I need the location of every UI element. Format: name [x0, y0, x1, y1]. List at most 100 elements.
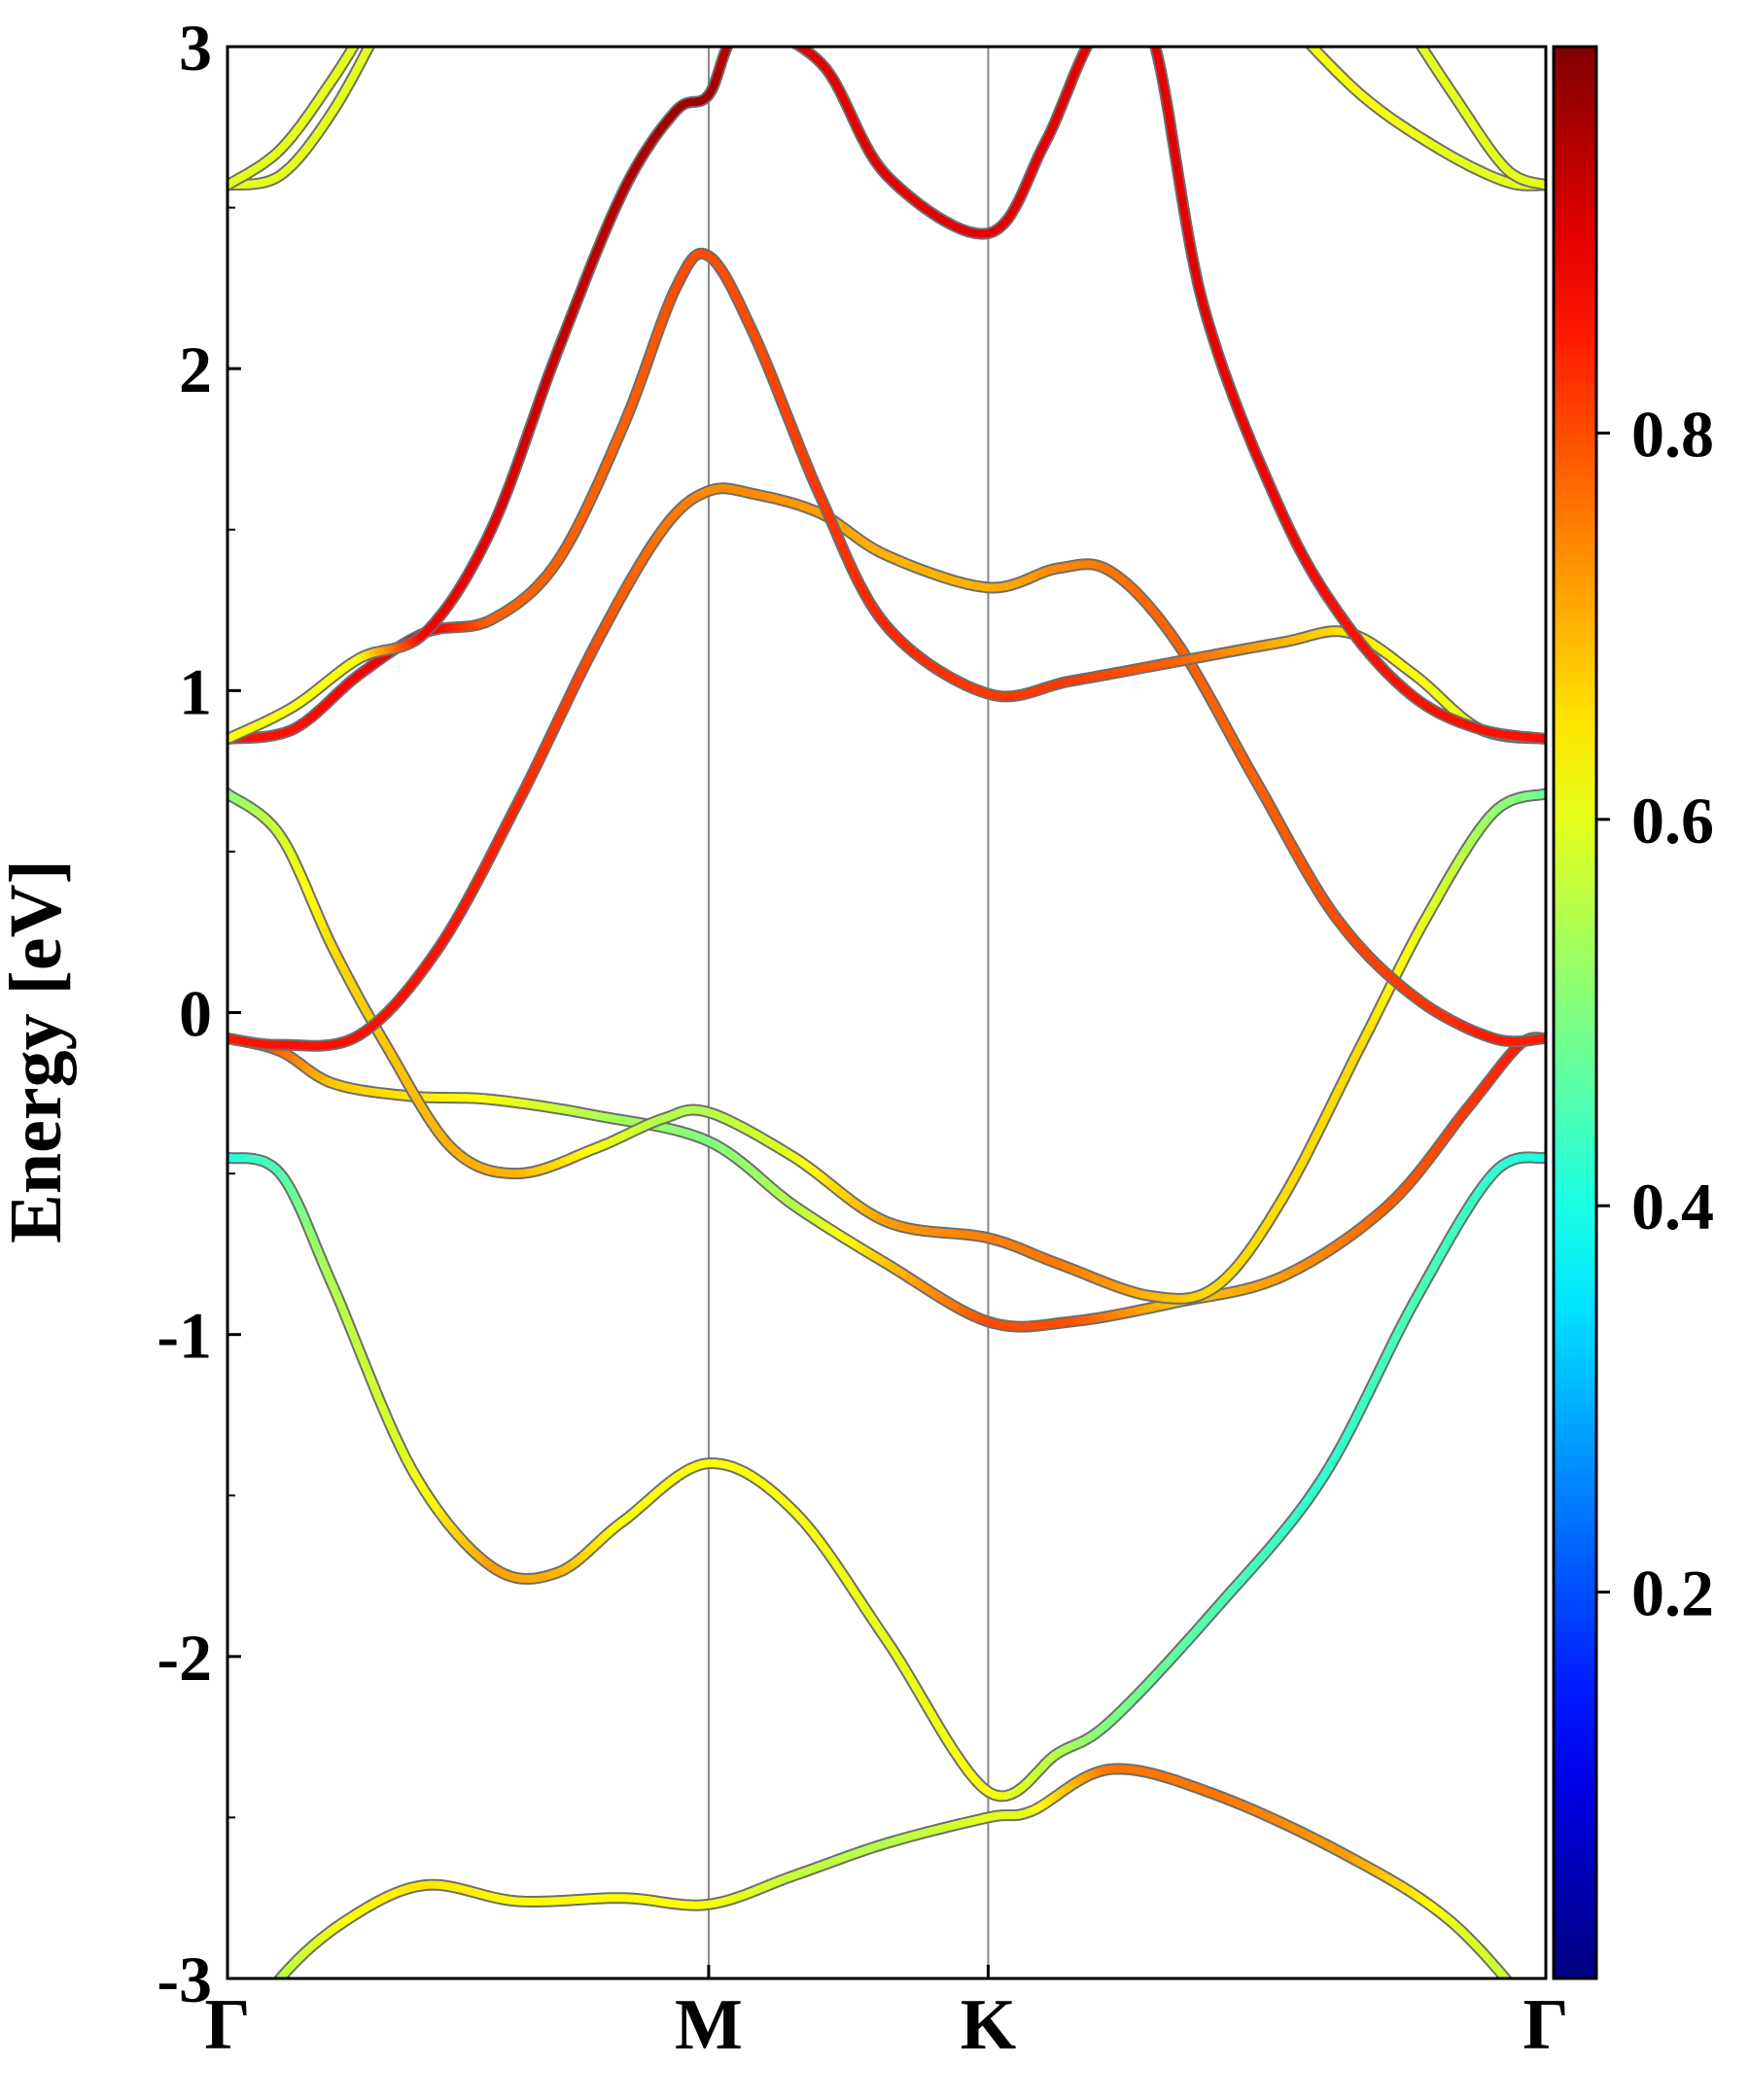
band-9-segment	[367, 20, 368, 24]
band-8-segment	[368, 47, 373, 48]
band-9-segment	[362, 28, 365, 33]
band-7-segment	[1139, 11, 1143, 16]
y-tick-label: 3	[179, 11, 212, 85]
plot-frame	[226, 45, 1548, 1980]
band-11	[1401, 15, 1546, 192]
band-7-segment	[1105, 18, 1109, 22]
band-7-segment	[726, 47, 731, 48]
band-3	[228, 1032, 1546, 1333]
band-9-segment	[371, 15, 373, 18]
y-tick-label: -1	[157, 1299, 212, 1373]
band-1-outline	[272, 1763, 1514, 1978]
band-1	[254, 1763, 1521, 2015]
band-4	[228, 788, 1546, 1305]
band-7-segment	[1098, 26, 1102, 30]
band-7-segment	[742, 30, 746, 31]
colorbar-gradient	[1552, 45, 1598, 1980]
band-6-outline	[228, 247, 1546, 745]
band-7-segment	[1094, 30, 1098, 35]
kpoint-label: Γ	[1522, 1985, 1568, 2065]
band-7-segment	[1120, 7, 1124, 9]
band-10-segment	[1299, 32, 1305, 38]
kpoint-label: Γ	[204, 1985, 250, 2065]
band-7-segment	[1143, 16, 1147, 22]
band-1-segment	[271, 1983, 276, 1989]
band-11-segment	[1401, 15, 1403, 18]
band-7	[228, 6, 1546, 745]
band-10-segment	[1289, 22, 1294, 27]
kpoint-label: K	[961, 1985, 1017, 2065]
band-1-segment	[254, 2009, 258, 2015]
colorbar-tick-label: 0.6	[1631, 784, 1714, 858]
colorbar-tick-label: 0.2	[1631, 1557, 1714, 1630]
band-9-segment	[356, 37, 359, 42]
colorbar-tick-label: 0.8	[1631, 397, 1714, 471]
band-8-outline	[228, 47, 376, 192]
y-tick-label: 2	[179, 332, 212, 406]
band-7-segment	[738, 30, 742, 32]
band-1-segment	[1502, 1976, 1511, 1978]
band-7-segment	[1136, 8, 1139, 11]
band-lines	[228, 6, 1546, 2015]
band-2-outline	[228, 1151, 1546, 1802]
band-7-segment	[735, 32, 739, 35]
band-7-segment	[1090, 35, 1094, 41]
y-tick-label: -2	[157, 1621, 212, 1695]
band-10-segment	[1282, 15, 1285, 18]
band-10-segment	[1307, 47, 1314, 49]
band-2	[228, 1151, 1546, 1802]
band-7-segment	[1124, 6, 1128, 7]
band-7-segment	[1109, 15, 1113, 18]
band-11-segment	[1417, 47, 1422, 48]
band-9-segment	[359, 32, 362, 37]
y-tick-label: -3	[157, 1942, 212, 2016]
band-7-segment	[786, 38, 791, 41]
band-1-segment	[1514, 1988, 1521, 1996]
colorbar-ticks: 0.2 0.4 0.6 0.8	[1596, 397, 1714, 1630]
band-7-segment	[779, 36, 785, 39]
band-11-segment	[1406, 21, 1409, 26]
y-axis-title: Energy [eV]	[0, 859, 77, 1243]
y-tick-label: 0	[179, 977, 212, 1051]
band-1-segment	[262, 1996, 267, 2003]
band-7-segment	[755, 30, 761, 31]
band-7-segment	[1113, 11, 1117, 15]
band-8	[228, 15, 386, 192]
band-8-segment	[381, 18, 384, 23]
band-7-segment	[773, 33, 779, 35]
band-7-segment	[792, 47, 802, 50]
band-9-segment	[365, 24, 368, 28]
band-8-segment	[374, 29, 378, 36]
band-9	[228, 15, 373, 192]
band-8-segment	[378, 23, 381, 29]
band-10-outline	[1304, 47, 1546, 192]
band-7-segment	[767, 32, 773, 34]
band-7-segment	[761, 30, 767, 31]
band-9-segment	[369, 18, 371, 20]
kpoint-label: M	[675, 1985, 743, 2065]
band-1-segment	[267, 1989, 272, 1995]
band-10	[1282, 15, 1546, 192]
y-axis-ticks: 3 2 1 0 -1 -2 -3	[157, 11, 241, 2016]
colorbar-tick-label: 0.4	[1631, 1170, 1714, 1243]
band-11-segment	[1403, 18, 1406, 21]
colorbar: 0.2 0.4 0.6 0.8	[1552, 45, 1714, 1980]
band-7-segment	[1116, 9, 1120, 12]
band-6	[228, 247, 1546, 745]
band-10-segment	[1294, 27, 1299, 33]
band-7-segment	[731, 35, 734, 39]
band-5	[228, 482, 1546, 1052]
band-8-segment	[384, 15, 386, 18]
band-11-segment	[1412, 32, 1416, 38]
band-7-segment	[1102, 22, 1105, 26]
band-11-outline	[1415, 47, 1546, 192]
band-7-segment	[1132, 6, 1136, 8]
band-7-segment	[1150, 30, 1154, 42]
band-1-segment	[259, 2002, 263, 2009]
band-10-segment	[1285, 18, 1289, 21]
kpoint-divider-lines	[707, 47, 990, 1978]
band-11-segment	[1409, 26, 1413, 31]
band-7-segment	[1146, 22, 1150, 31]
